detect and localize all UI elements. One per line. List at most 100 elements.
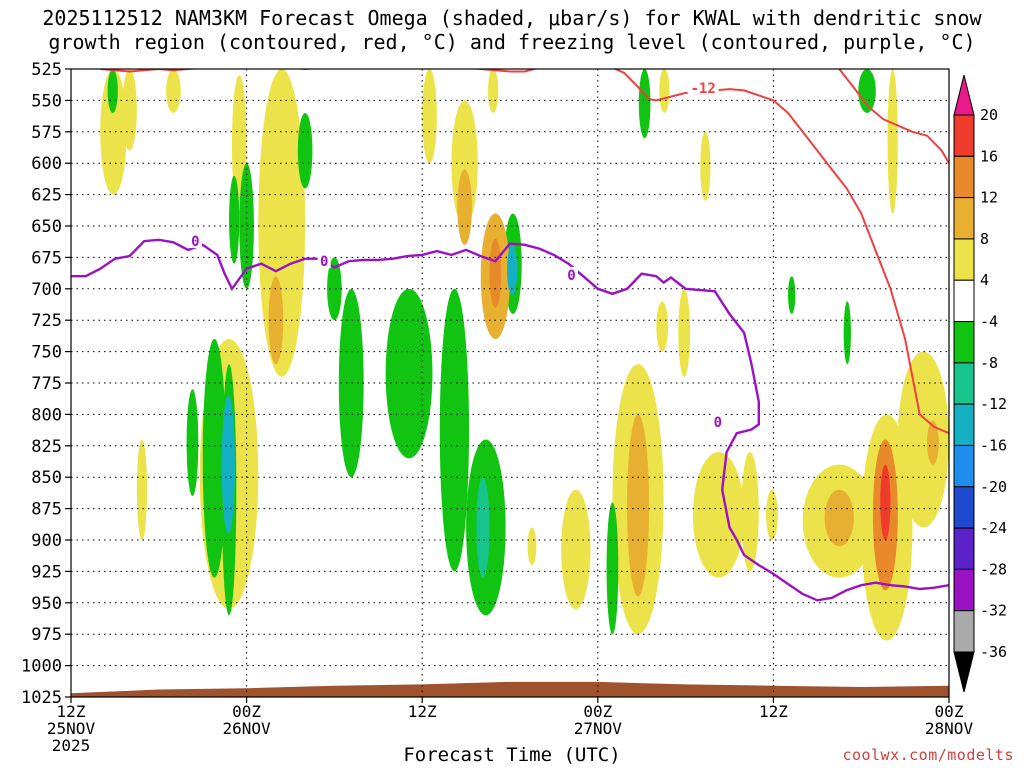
y-tick-label: 750 — [31, 343, 62, 363]
colorbar-swatch — [953, 527, 975, 570]
colorbar-swatch — [953, 362, 975, 405]
colorbar-swatch — [953, 155, 975, 199]
x-tick-label: 00Z — [232, 702, 261, 721]
colorbar-label: -32 — [980, 602, 1007, 620]
colorbar-swatch — [953, 114, 975, 157]
colorbar-label: -24 — [980, 519, 1007, 537]
dgz-contour-minus12-b — [838, 69, 949, 164]
colorbar: 20 16 12 8 4 -4 -8 -12 -16 -20 -24 -28 -32 -36 — [953, 74, 1007, 693]
plot-area — [71, 69, 949, 697]
colorbar-label: 12 — [980, 189, 998, 207]
freezing-label: 0 — [567, 268, 575, 284]
freezing-label: 0 — [714, 415, 722, 431]
freezing-label-bg — [711, 413, 725, 429]
omega-area — [692, 452, 745, 578]
x-tick-label: 12Z — [57, 702, 86, 721]
x-tick-label: 27NOV — [574, 719, 623, 738]
y-tick-label: 825 — [31, 437, 62, 457]
omega-area — [422, 69, 437, 164]
colorbar-swatch — [953, 444, 975, 488]
omega-area — [439, 288, 470, 572]
chart-title-line-2: growth region (contoured, red, °C) and f… — [48, 30, 976, 54]
omega-area — [202, 339, 227, 578]
omega-area — [488, 69, 499, 113]
omega-area — [880, 464, 891, 540]
omega-area — [627, 414, 650, 597]
colorbar-swatch — [953, 568, 975, 612]
x-tick-label: 28NOV — [925, 719, 974, 738]
omega-area — [166, 69, 181, 113]
omega-area — [1, 452, 10, 502]
omega-area — [561, 489, 591, 610]
y-tick-label: 600 — [31, 154, 62, 174]
terrain-surface — [71, 681, 949, 697]
omega-area — [606, 502, 619, 635]
y-tick-label: 975 — [31, 625, 62, 645]
y-tick-label: 675 — [31, 248, 62, 268]
omega-area — [527, 527, 537, 566]
omega-shading — [1, 69, 949, 641]
omega-area — [858, 69, 876, 113]
x-tick-label: 25NOV — [47, 719, 96, 738]
y-tick-label: 725 — [31, 311, 62, 331]
y-tick-label: 550 — [31, 91, 62, 111]
omega-area — [229, 175, 240, 264]
omega-area — [741, 452, 759, 572]
dgz-label-bg — [687, 79, 719, 95]
omega-area — [507, 244, 518, 296]
omega-area — [678, 288, 690, 377]
y-tick-label: 575 — [31, 123, 62, 143]
y-tick-label: 925 — [31, 562, 62, 582]
omega-area — [700, 131, 711, 201]
colorbar-label: -8 — [980, 354, 998, 372]
chart-title-line-1: 2025112512 NAM3KM Forecast Omega (shaded… — [42, 6, 982, 30]
omega-area — [489, 238, 502, 308]
omega-area — [788, 276, 796, 314]
freezing-label-bg — [564, 266, 578, 282]
dgz-label: -12 — [691, 81, 716, 97]
credit-link[interactable]: coolwx.com/modelts — [842, 746, 1014, 764]
omega-area — [122, 69, 137, 151]
omega-area — [638, 69, 651, 139]
omega-area — [327, 257, 342, 321]
y-tick-label: 850 — [31, 468, 62, 488]
omega-area — [338, 288, 364, 478]
colorbar-swatch — [953, 486, 975, 529]
colorbar-label: 20 — [980, 106, 998, 124]
omega-area — [136, 439, 148, 540]
freezing-label: 0 — [320, 254, 328, 270]
omega-area — [100, 69, 127, 195]
y-tick-label: 650 — [31, 217, 62, 237]
grid-lines — [71, 69, 949, 697]
omega-area — [843, 301, 851, 365]
omega-area — [824, 489, 854, 547]
colorbar-swatch — [953, 321, 975, 364]
x-axis-title: Forecast Time (UTC) — [403, 744, 621, 766]
y-tick-label: 625 — [31, 186, 62, 206]
colorbar-swatch — [953, 610, 975, 653]
y-tick-label: 775 — [31, 374, 62, 394]
colorbar-bottom-arrow — [953, 651, 975, 693]
colorbar-swatch — [953, 403, 975, 446]
y-axis: 525 550 575 600 625 650 675 700 725 750 775 800 825 8… — [21, 60, 71, 708]
x-tick-label: 00Z — [935, 702, 964, 721]
freezing-label-bg — [188, 233, 202, 249]
omega-area — [659, 69, 670, 113]
x-tick-label: 00Z — [583, 702, 612, 721]
x-tick-label: 12Z — [759, 702, 788, 721]
y-tick-label: 900 — [31, 531, 62, 551]
colorbar-swatch — [953, 279, 975, 323]
freezing-label: 0 — [191, 234, 199, 250]
freezing-level-contour — [71, 238, 949, 602]
x-tick-label: 2025 — [52, 736, 91, 755]
omega-area — [221, 395, 235, 534]
colorbar-label: -16 — [980, 436, 1007, 454]
x-tick-label: 26NOV — [223, 719, 272, 738]
omega-area — [897, 351, 949, 528]
colorbar-label: -28 — [980, 560, 1007, 578]
omega-area — [457, 169, 472, 245]
omega-area — [656, 301, 669, 352]
y-tick-label: 950 — [31, 594, 62, 614]
omega-area — [107, 69, 118, 113]
